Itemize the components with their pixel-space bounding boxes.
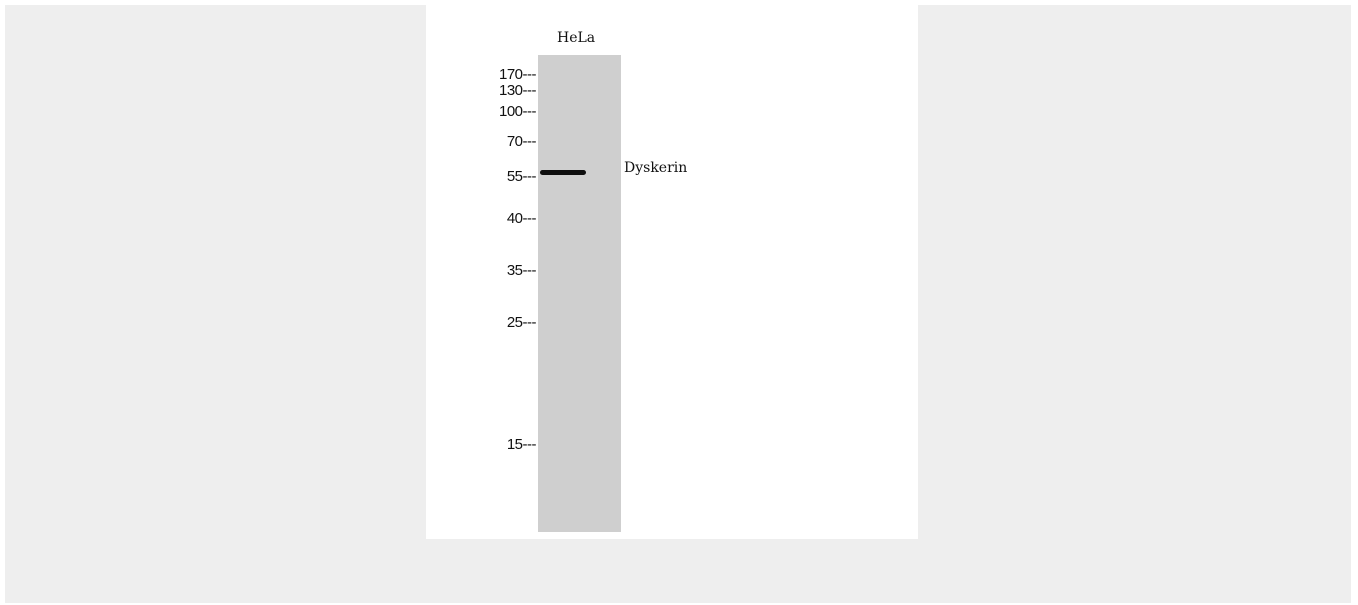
protein-band-dyskerin	[540, 170, 586, 175]
marker-70: 70---	[506, 133, 537, 150]
marker-100: 100---	[498, 103, 537, 120]
band-label: Dyskerin	[624, 160, 688, 176]
blot-panel	[426, 5, 918, 539]
gel-lane-hela	[538, 55, 621, 532]
marker-170: 170---	[498, 66, 537, 83]
marker-15: 15---	[506, 436, 537, 453]
marker-25: 25---	[506, 314, 537, 331]
marker-35: 35---	[506, 262, 537, 279]
marker-55: 55---	[506, 168, 537, 185]
lane-label: HeLa	[557, 30, 596, 46]
marker-40: 40---	[506, 210, 537, 227]
marker-130: 130---	[498, 82, 537, 99]
